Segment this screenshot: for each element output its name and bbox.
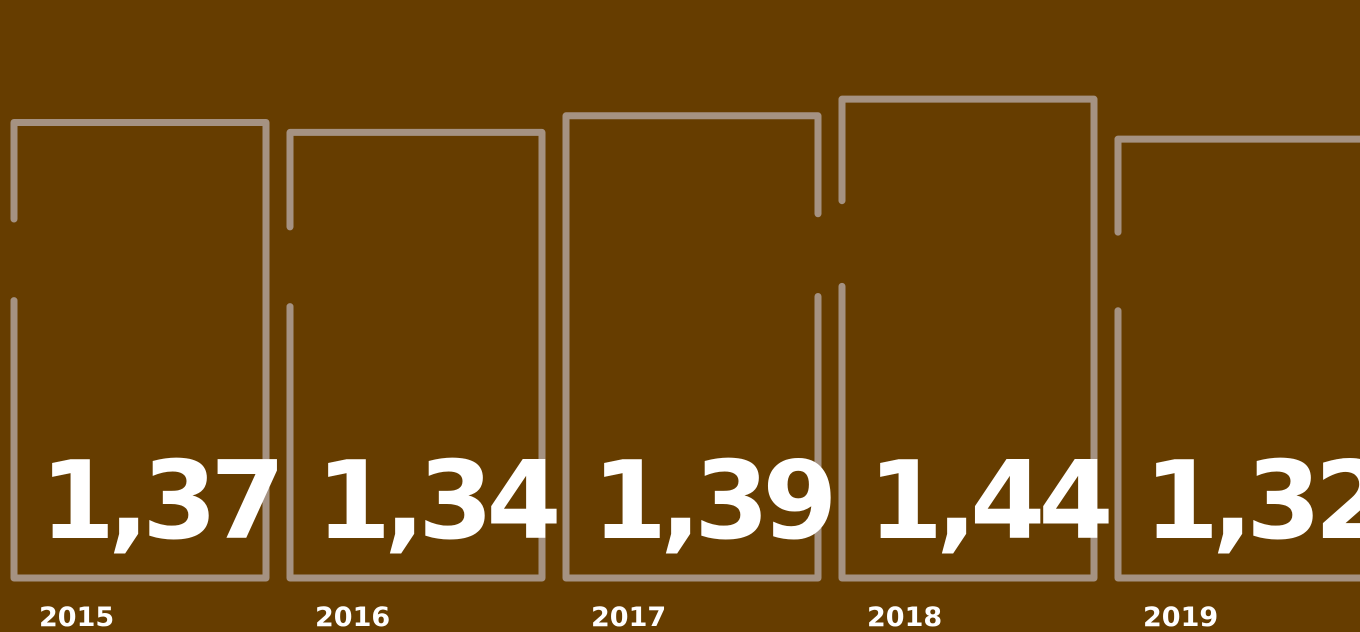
value-label-2015: 1,37 (40, 439, 278, 564)
value-label-2016: 1,34 (316, 439, 557, 564)
bar-group-2015: 1,37 2015 (10, 118, 285, 632)
bar-2018 (838, 95, 1098, 582)
bar-group-2019: 1,32 2019 (1114, 135, 1360, 632)
bar-2017 (562, 112, 822, 582)
value-label-2018: 1,44 (868, 439, 1109, 564)
category-label-2018: 2018 (867, 602, 942, 632)
category-label-2016: 2016 (315, 602, 390, 632)
bar-2016 (286, 128, 546, 582)
category-label-2015: 2015 (39, 602, 114, 632)
bar-group-2018: 1,44 2018 (838, 95, 1116, 632)
bar-2015 (10, 118, 270, 582)
category-label-2019: 2019 (1143, 602, 1218, 632)
bar-2019 (1114, 135, 1360, 582)
category-label-2017: 2017 (591, 602, 666, 632)
bar-group-2016: 1,34 2016 (286, 128, 564, 632)
value-label-2017: 1,39 (592, 439, 831, 564)
bar-group-2017: 1,39 2017 (562, 112, 838, 632)
value-label-2019: 1,32 (1144, 439, 1360, 564)
